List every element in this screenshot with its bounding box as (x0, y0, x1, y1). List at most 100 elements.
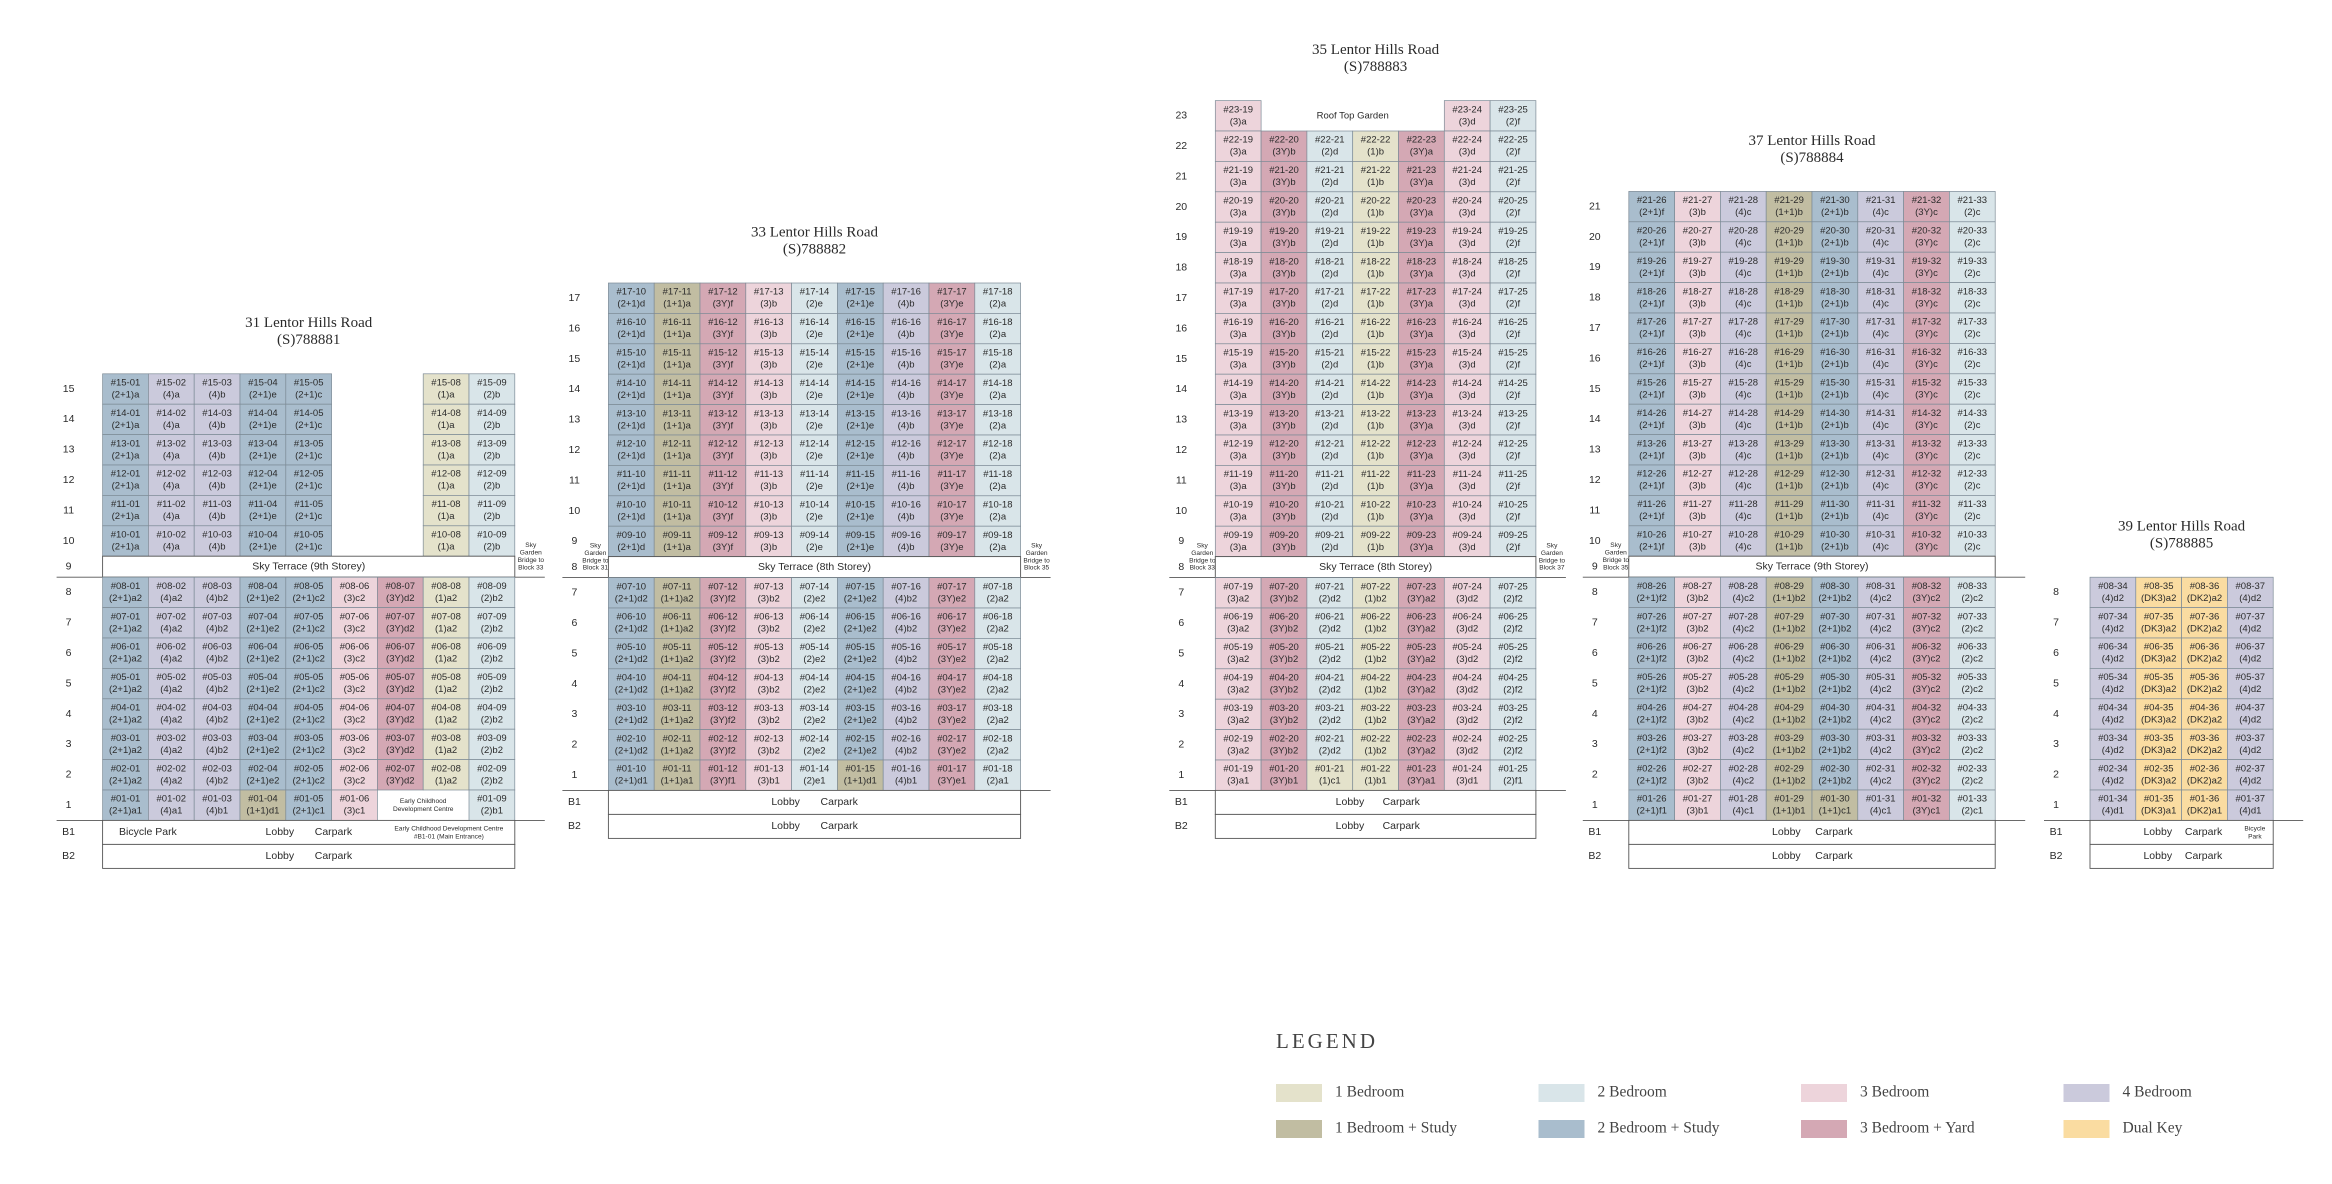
unit-number: #10-14 (800, 500, 830, 511)
unit-number: #17-25 (1498, 287, 1528, 298)
unit-cell (2135, 728, 2182, 760)
unit-type: (2+1)e2 (844, 593, 877, 604)
unit-type: (4)c (1873, 511, 1890, 522)
unit-cell (1352, 191, 1399, 223)
unit-type: (3Y)a (1410, 329, 1434, 340)
unit-type: (2+1)c2 (292, 654, 324, 665)
unit-cell (1214, 313, 1262, 345)
unit-type: (3Y)f2 (710, 715, 736, 726)
unit-type: (2)e (806, 420, 823, 431)
area-note-line: Development Centre (393, 806, 454, 813)
unit-type: (2)f (1506, 268, 1521, 279)
unit-type: (4)d2 (2239, 593, 2261, 604)
unit-cell (148, 434, 195, 466)
unit-number: #07-13 (754, 581, 784, 592)
unit-type: (3)b2 (758, 654, 780, 665)
unit-type: (1)b (1367, 481, 1384, 492)
unit-number: #13-23 (1407, 408, 1437, 419)
unit-cell (468, 728, 516, 760)
unit-cell (1949, 464, 1996, 496)
unit-type: (2)f (1506, 420, 1521, 431)
unit-type: (2)f2 (1503, 593, 1523, 604)
unit-cell (1903, 403, 1950, 435)
unit-type: (4)c (1873, 450, 1890, 461)
unit-type: (1)b (1367, 390, 1384, 401)
unit-number: #07-02 (157, 611, 187, 622)
floor-label: 10 (1589, 535, 1601, 547)
unit-cell (331, 698, 378, 730)
unit-cell (422, 607, 470, 639)
unit-type: (3)a (1230, 329, 1248, 340)
unit-number: #03-08 (431, 733, 461, 744)
floor-label: 4 (66, 708, 72, 720)
unit-number: #12-30 (1820, 469, 1850, 480)
unit-type: (2+1)e (846, 390, 874, 401)
unit-number: #21-28 (1729, 195, 1759, 206)
unit-type: (2)f (1506, 116, 1521, 127)
unit-number: #11-15 (846, 469, 875, 480)
unit-number: #13-05 (294, 438, 324, 449)
unit-number: #01-19 (1223, 764, 1253, 775)
unit-cell (1720, 312, 1767, 344)
unit-cell (285, 668, 332, 700)
unit-cell (1903, 698, 1950, 730)
unit-type: (2)a (989, 512, 1007, 523)
unit-type: (3Y)b (1272, 238, 1295, 249)
unit-type: (1+1)d1 (844, 776, 877, 787)
unit-cell (1489, 161, 1537, 193)
unit-cell (1674, 525, 1721, 557)
unit-type: (2+1)a2 (109, 684, 142, 695)
unit-type: (2+1)f1 (1637, 806, 1667, 817)
unit-number: #13-22 (1361, 408, 1391, 419)
unit-number: #08-31 (1866, 581, 1896, 592)
unit-type: (1+1)b (1775, 481, 1803, 492)
unit-type: (3)b2 (1686, 684, 1708, 695)
unit-type: (4)b (898, 420, 915, 431)
unit-type: (3Y)b (1272, 390, 1295, 401)
unit-type: (3Y)c (1915, 329, 1938, 340)
unit-type: (4)b2 (206, 623, 228, 634)
unit-type: (1+1)b (1775, 298, 1803, 309)
unit-cell (1903, 312, 1950, 344)
unit-number: #14-17 (937, 378, 967, 389)
unit-type: (3Y)a (1410, 238, 1434, 249)
unit-type: (2+1)e (846, 542, 874, 553)
unit-cell (1857, 698, 1904, 730)
unit-cell (102, 759, 149, 791)
floor-label: 15 (63, 383, 75, 395)
basement-label: Lobby (1336, 796, 1365, 808)
unit-type: (4)b (209, 420, 226, 431)
unit-type: (1)a2 (435, 775, 457, 786)
unit-type: (2)f (1506, 177, 1521, 188)
unit-number: #07-22 (1361, 581, 1391, 592)
unit-cell (285, 434, 332, 466)
unit-number: #10-22 (1361, 500, 1391, 511)
unit-number: #11-30 (1820, 499, 1849, 510)
unit-number: #22-23 (1407, 135, 1437, 146)
unit-type: (2)f2 (1503, 654, 1523, 665)
basement-label: Lobby (771, 796, 800, 808)
unit-number: #03-14 (800, 703, 830, 714)
basement-label: Carpark (1383, 820, 1421, 832)
unit-number: #09-19 (1223, 530, 1253, 541)
unit-number: #03-23 (1407, 703, 1437, 714)
unit-cell (1306, 525, 1354, 557)
unit-type: (1+1)d1 (246, 806, 279, 817)
unit-number: #05-18 (983, 642, 1013, 653)
unit-number: #07-14 (800, 581, 830, 592)
sky-terrace-label: Sky Terrace (9th Storey) (252, 560, 365, 572)
unit-type: (3Y)a (1410, 299, 1434, 310)
unit-type: (1)a2 (435, 715, 457, 726)
unit-type: (2)c2 (1961, 654, 1983, 665)
unit-type: (1)b (1367, 177, 1384, 188)
unit-type: (2+1)f2 (1637, 623, 1667, 634)
unit-type: (1)b (1367, 542, 1384, 553)
unit-type: (2)a2 (987, 624, 1009, 635)
unit-type: (3)d2 (1456, 685, 1478, 696)
unit-cell (1214, 759, 1262, 791)
unit-type: (2)d2 (1319, 593, 1341, 604)
floor-label: 20 (1589, 231, 1601, 243)
unit-cell (1443, 465, 1491, 497)
unit-type: (4)b (209, 450, 226, 461)
basement-label-line: Bicycle (2244, 825, 2265, 832)
